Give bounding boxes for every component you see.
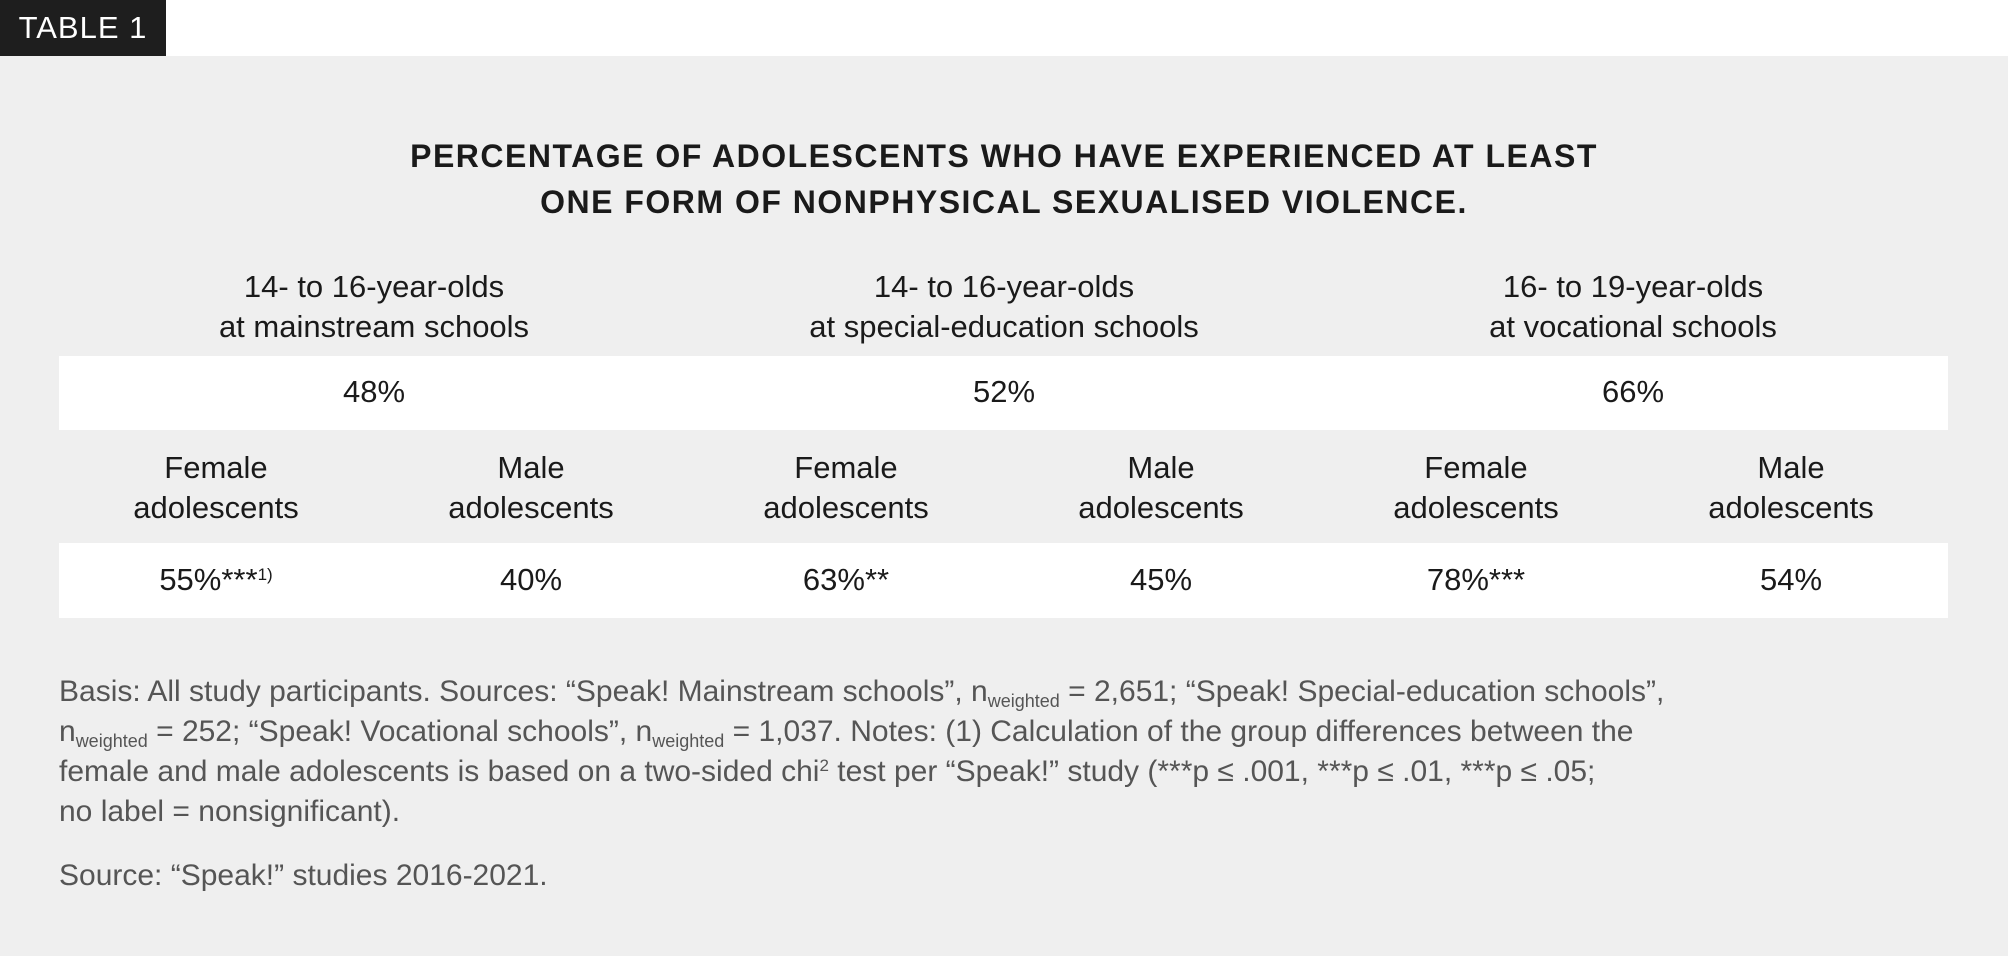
value-cell: 78%***	[1426, 562, 1526, 597]
total-cell: 52%	[972, 374, 1036, 409]
sub-header: Female adolescents	[763, 448, 928, 528]
note-sub: weighted	[75, 731, 148, 751]
notes: Basis: All study participants. Sources: …	[59, 672, 1989, 832]
table-title: PERCENTAGE OF ADOLESCENTS WHO HAVE EXPER…	[410, 133, 1598, 225]
note-line: nweighted = 252; “Speak! Vocational scho…	[59, 712, 1989, 752]
cell-row	[59, 543, 1948, 618]
group-header: 16- to 19-year-olds at vocational schools	[1489, 267, 1777, 347]
header-line: at mainstream schools	[218, 309, 530, 344]
title-line: PERCENTAGE OF ADOLESCENTS WHO HAVE EXPER…	[410, 138, 1598, 174]
note-line: no label = nonsignificant).	[59, 792, 1989, 832]
sub-header: Male adolescents	[448, 448, 613, 528]
value-cell: 45%	[1129, 562, 1193, 597]
header-line: 14- to 16-year-olds	[873, 269, 1135, 304]
note-text: = 1,037. Notes: (1) Calculation of the g…	[724, 715, 1634, 748]
total-cell: 66%	[1601, 374, 1665, 409]
header-line: 14- to 16-year-olds	[243, 269, 505, 304]
header-line: adolescents	[133, 490, 299, 525]
group-header: 14- to 16-year-olds at special-education …	[809, 267, 1198, 347]
note-text: no label = nonsignificant).	[59, 795, 401, 828]
note-sub: weighted	[987, 691, 1060, 711]
note-text: Basis: All study participants. Sources: …	[59, 675, 988, 708]
header-line: adolescents	[1393, 490, 1559, 525]
header-line: Male	[1127, 450, 1195, 485]
sub-header: Female adolescents	[133, 448, 298, 528]
header-line: at special-education schools	[809, 309, 1199, 344]
top-strip	[0, 0, 2008, 56]
header-line: adolescents	[1708, 490, 1874, 525]
value-cell: 55%***1)	[159, 562, 272, 598]
group-header: 14- to 16-year-olds at mainstream schools	[219, 267, 529, 347]
note-text: test per “Speak!” study (***p ≤ .001, **…	[828, 755, 1596, 788]
note-sup: 2	[819, 756, 829, 775]
header-line: adolescents	[1078, 490, 1244, 525]
header-line: Male	[1757, 450, 1825, 485]
note-text: n	[59, 715, 76, 748]
header-line: adolescents	[763, 490, 929, 525]
sub-header: Male adolescents	[1708, 448, 1873, 528]
value-cell: 63%**	[802, 562, 890, 597]
note-text: = 252; “Speak! Vocational schools”, n	[147, 715, 653, 748]
header-line: Female	[164, 450, 268, 485]
cell-text: 55%***	[159, 562, 258, 597]
value-cell: 54%	[1759, 562, 1823, 597]
note-line: Basis: All study participants. Sources: …	[59, 672, 1989, 712]
title-line: ONE FORM OF NONPHYSICAL SEXUALISED VIOLE…	[540, 184, 1468, 220]
header-line: at vocational schools	[1489, 309, 1777, 344]
header-line: adolescents	[448, 490, 614, 525]
value-cell: 40%	[499, 562, 563, 597]
note-line: female and male adolescents is based on …	[59, 752, 1989, 792]
total-cell: 48%	[342, 374, 406, 409]
note-ref: 1)	[257, 565, 273, 584]
header-line: 16- to 19-year-olds	[1502, 269, 1764, 304]
sub-header: Male adolescents	[1078, 448, 1243, 528]
note-text: female and male adolescents is based on …	[59, 755, 820, 788]
sub-header: Female adolescents	[1393, 448, 1558, 528]
note-sub: weighted	[652, 731, 725, 751]
header-line: Female	[794, 450, 898, 485]
header-line: Female	[1424, 450, 1528, 485]
header-line: Male	[497, 450, 565, 485]
total-row	[59, 356, 1948, 430]
source: Source: “Speak!” studies 2016-2021.	[59, 859, 548, 892]
table-badge: TABLE 1	[0, 0, 166, 56]
note-text: = 2,651; “Speak! Special-education schoo…	[1059, 675, 1665, 708]
